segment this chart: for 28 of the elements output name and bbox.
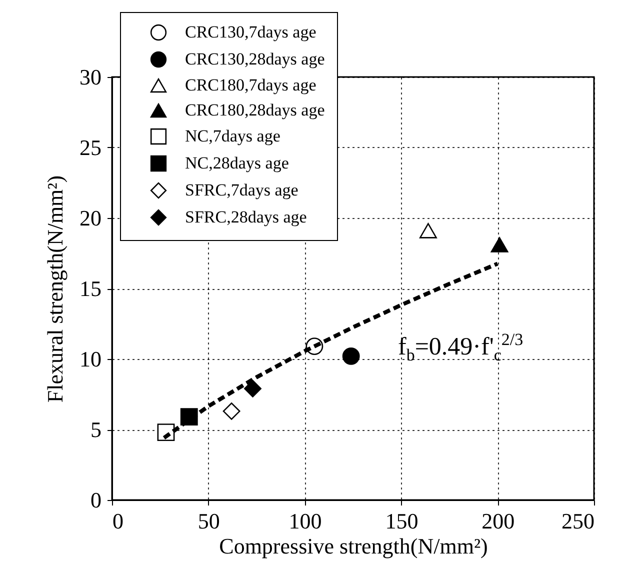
- point: [490, 237, 508, 252]
- x-tick-label: 0: [112, 508, 124, 534]
- y-tick-label: 10: [80, 346, 102, 372]
- y-tick-label: 5: [90, 417, 102, 442]
- legend-label: NC,7days age: [185, 126, 280, 146]
- legend-label: CRC130,28days age: [185, 50, 325, 68]
- y-tick-label: 30: [80, 64, 102, 90]
- point: [222, 402, 240, 420]
- y-tick-label: 25: [80, 135, 102, 160]
- y-tick-label: 20: [80, 206, 102, 230]
- legend-label: SFRC,28days age: [185, 208, 307, 226]
- x-tick-label: 100: [288, 508, 322, 534]
- legend-label: SFRC,7days age: [185, 180, 298, 200]
- legend-label: CRC180,7days age: [185, 76, 316, 94]
- legend-label: CRC180,28days age: [185, 100, 325, 120]
- legend-label: NC,28days age: [185, 154, 289, 172]
- point: [342, 347, 360, 365]
- x-tick-label: 250: [562, 508, 594, 534]
- legend-label: CRC130,7days age: [185, 22, 316, 42]
- x-axis-title: Compressive strength(N/mm²): [219, 534, 488, 558]
- y-tick-label: 15: [80, 276, 102, 301]
- point: [419, 223, 437, 238]
- point: [244, 380, 262, 398]
- x-tick-label: 200: [482, 508, 515, 534]
- x-tick-label: 50: [198, 508, 220, 534]
- x-tick-label: 150: [385, 508, 418, 534]
- y-tick-label: 0: [90, 488, 102, 512]
- y-axis-title: Flexural strength(N/mm²): [42, 175, 68, 403]
